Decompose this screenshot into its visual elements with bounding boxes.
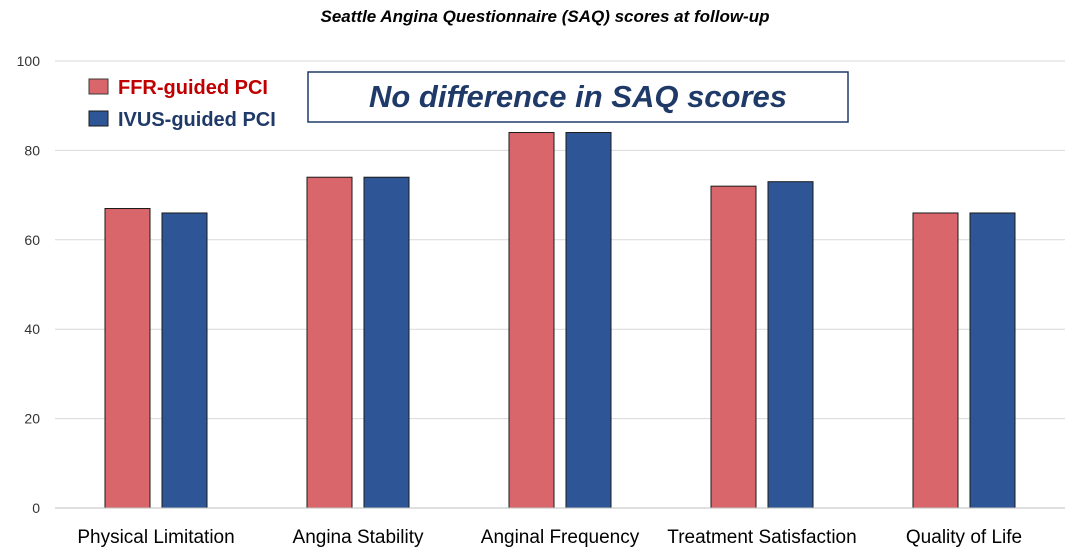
- bar-ivus-physical-limitation: [161, 212, 208, 509]
- y-tick-label: 80: [24, 142, 40, 158]
- x-category-label: Quality of Life: [906, 527, 1022, 548]
- y-tick-label: 0: [32, 500, 40, 516]
- x-category-label: Angina Stability: [293, 527, 424, 548]
- chart-title: Seattle Angina Questionnaire (SAQ) score…: [321, 7, 770, 26]
- y-tick-label: 60: [24, 232, 40, 248]
- annotation-box: No difference in SAQ scores: [307, 71, 849, 123]
- x-category-label: Treatment Satisfaction: [667, 527, 856, 548]
- y-axis-ticks: 0 20 40 60 80 100: [17, 53, 41, 516]
- bar-ffr-quality-of-life: [912, 212, 959, 509]
- x-category-label: Anginal Frequency: [481, 527, 640, 548]
- y-tick-label: 20: [24, 411, 40, 427]
- legend-swatch-ivus: [88, 110, 109, 127]
- x-category-label: Physical Limitation: [77, 527, 234, 548]
- annotation-frame: [307, 71, 849, 123]
- y-tick-label: 40: [24, 321, 40, 337]
- bar-ivus-anginal-frequency: [565, 132, 612, 509]
- gridlines: [55, 60, 1065, 420]
- bar-ffr-physical-limitation: [104, 208, 151, 509]
- y-tick-label: 100: [17, 53, 41, 69]
- legend: FFR-guided PCI IVUS-guided PCI: [88, 77, 276, 131]
- bar-ivus-quality-of-life: [969, 212, 1016, 509]
- annotation-text: No difference in SAQ scores: [369, 79, 787, 114]
- legend-label-ivus: IVUS-guided PCI: [118, 109, 276, 131]
- bars: [104, 132, 1016, 509]
- bar-ffr-anginal-frequency: [508, 132, 555, 509]
- legend-label-ffr: FFR-guided PCI: [118, 77, 268, 99]
- bar-ivus-angina-stability: [363, 176, 410, 509]
- bar-ffr-treatment-satisfaction: [710, 185, 757, 509]
- bar-ivus-treatment-satisfaction: [767, 181, 814, 509]
- x-axis-categories: Physical Limitation Angina Stability Angin…: [77, 527, 1022, 548]
- legend-swatch-ffr: [88, 78, 109, 95]
- bar-ffr-angina-stability: [306, 176, 353, 509]
